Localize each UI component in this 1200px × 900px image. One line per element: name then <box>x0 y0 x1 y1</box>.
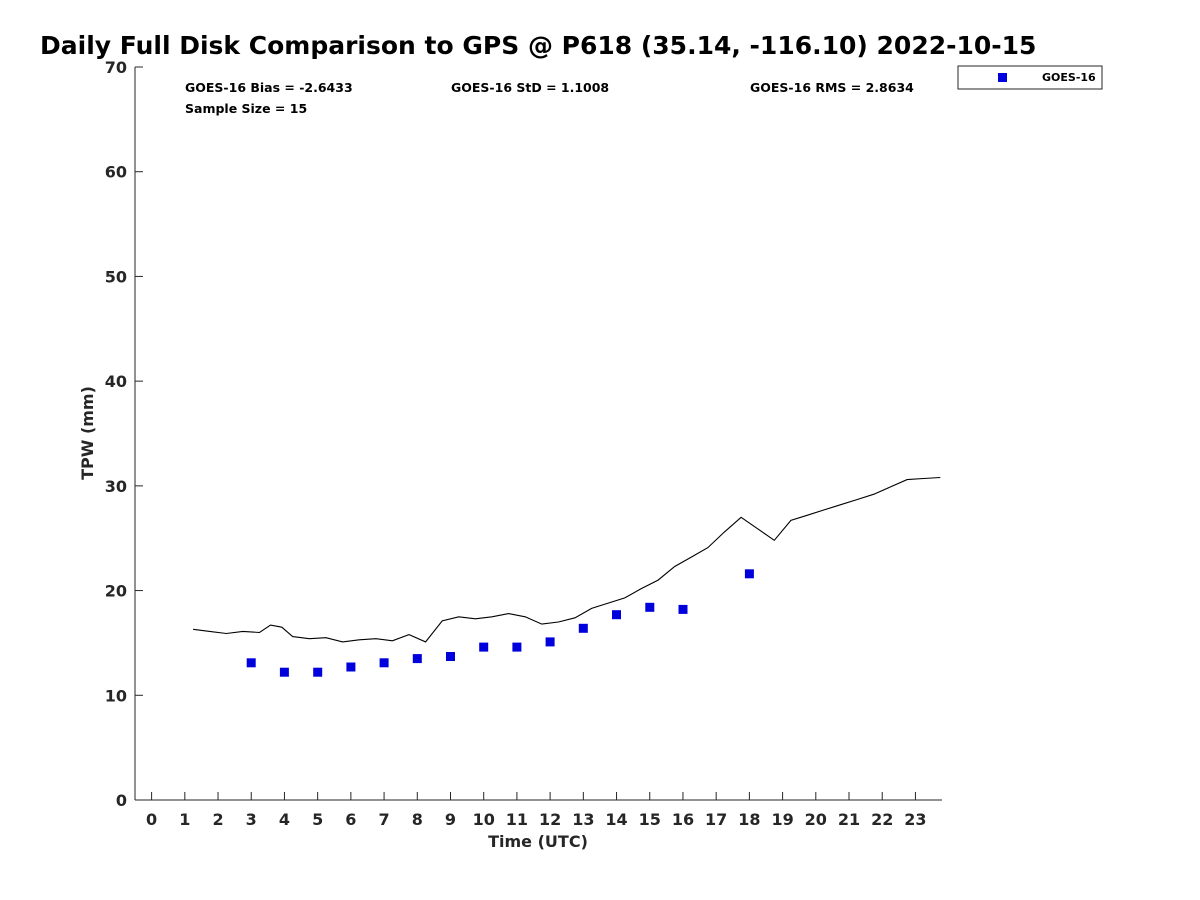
y-tick-label: 0 <box>116 791 127 810</box>
goes16-data-point <box>346 662 356 672</box>
goes16-data-point <box>744 569 754 579</box>
goes16-data-point <box>545 637 555 647</box>
x-tick-label: 10 <box>473 810 495 829</box>
x-tick-label: 12 <box>539 810 561 829</box>
x-tick-label: 7 <box>379 810 390 829</box>
rms-stat: GOES-16 RMS = 2.8634 <box>750 80 914 95</box>
x-tick-label: 20 <box>805 810 827 829</box>
std-stat: GOES-16 StD = 1.1008 <box>451 80 609 95</box>
series-layer <box>193 476 941 677</box>
goes16-data-point <box>512 642 522 652</box>
x-tick-label: 16 <box>672 810 694 829</box>
x-tick-label: 0 <box>146 810 157 829</box>
x-tick-label: 2 <box>212 810 223 829</box>
chart-title: Daily Full Disk Comparison to GPS @ P618… <box>40 31 1036 60</box>
x-tick-label: 9 <box>445 810 456 829</box>
goes16-data-point <box>612 610 621 620</box>
x-tick-label: 15 <box>639 810 661 829</box>
goes16-data-point <box>379 658 389 668</box>
y-tick-label: 20 <box>105 582 127 601</box>
goes16-data-point <box>279 667 289 677</box>
y-tick-label: 60 <box>105 163 127 182</box>
x-tick-label: 18 <box>738 810 760 829</box>
x-tick-label: 6 <box>345 810 356 829</box>
y-tick-label: 50 <box>105 267 127 286</box>
legend-marker-goes16 <box>998 73 1007 82</box>
x-axis-ticks: 0 1 2 3 4 5 6 7 8 9 10 11 12 13 14 15 16 17 18 19 20 21 22 23 <box>146 792 927 829</box>
x-tick-label: 11 <box>506 810 528 829</box>
goes16-data-point <box>479 642 489 652</box>
x-tick-label: 14 <box>605 810 627 829</box>
goes16-data-point <box>313 667 323 677</box>
legend-label-goes16: GOES-16 <box>1042 71 1096 84</box>
legend: GOES-16 <box>957 65 1103 90</box>
x-tick-label: 22 <box>871 810 893 829</box>
x-tick-label: 17 <box>705 810 727 829</box>
x-tick-label: 1 <box>179 810 190 829</box>
goes16-data-point <box>678 604 688 614</box>
y-tick-label: 10 <box>105 686 127 705</box>
y-axis-label: TPW (mm) <box>78 386 97 480</box>
y-axis-ticks: 0 10 20 30 40 50 60 70 <box>105 58 143 810</box>
x-tick-label: 4 <box>279 810 290 829</box>
x-tick-label: 8 <box>412 810 423 829</box>
goes16-data-point <box>412 654 422 664</box>
y-tick-label: 30 <box>105 477 127 496</box>
goes16-data-point <box>578 623 588 633</box>
x-tick-label: 13 <box>572 810 594 829</box>
x-tick-label: 23 <box>904 810 926 829</box>
sample-size-stat: Sample Size = 15 <box>185 101 307 116</box>
y-tick-label: 40 <box>105 372 127 391</box>
goes16-data-point <box>645 602 655 612</box>
gps-line-series <box>193 476 941 643</box>
x-tick-label: 19 <box>771 810 793 829</box>
legend-box <box>957 65 1103 90</box>
x-tick-label: 5 <box>312 810 323 829</box>
goes16-data-point <box>246 658 256 668</box>
x-axis-label: Time (UTC) <box>488 832 588 851</box>
x-tick-label: 21 <box>838 810 860 829</box>
x-tick-label: 3 <box>246 810 257 829</box>
bias-stat: GOES-16 Bias = -2.6433 <box>185 80 353 95</box>
y-tick-label: 70 <box>105 58 127 77</box>
goes16-data-point <box>446 652 455 661</box>
